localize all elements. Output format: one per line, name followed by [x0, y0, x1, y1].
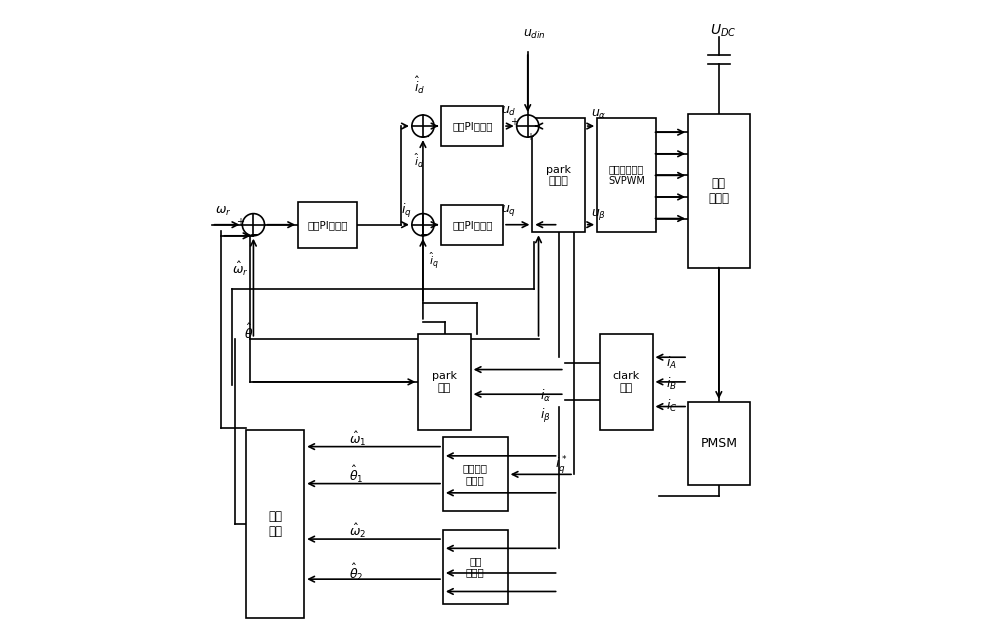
- Circle shape: [517, 115, 539, 137]
- Text: $i_\alpha$: $i_\alpha$: [540, 388, 551, 404]
- Text: $\omega_r$: $\omega_r$: [215, 205, 232, 218]
- Text: $u_\alpha$: $u_\alpha$: [591, 108, 607, 121]
- Text: $\hat{\omega}_1$: $\hat{\omega}_1$: [349, 429, 366, 448]
- FancyBboxPatch shape: [298, 202, 357, 248]
- Text: $u_{din}$: $u_{din}$: [523, 28, 546, 41]
- Text: park
逆变换: park 逆变换: [546, 165, 571, 186]
- FancyBboxPatch shape: [443, 437, 508, 511]
- Text: $i_q$: $i_q$: [401, 202, 412, 220]
- Text: $U_{DC}$: $U_{DC}$: [710, 22, 736, 39]
- Text: 脉冲宽度调制
SVPWM: 脉冲宽度调制 SVPWM: [608, 165, 645, 186]
- Text: 转速PI调节器: 转速PI调节器: [307, 220, 348, 230]
- Text: $\hat{\theta}$: $\hat{\theta}$: [244, 323, 254, 341]
- FancyBboxPatch shape: [418, 334, 471, 430]
- Text: $\hat{i}_d$: $\hat{i}_d$: [414, 75, 425, 96]
- Text: $i_\beta$: $i_\beta$: [540, 407, 551, 425]
- Text: 电流PI调节器: 电流PI调节器: [452, 121, 493, 131]
- Text: $i_B$: $i_B$: [666, 376, 677, 392]
- Text: −: −: [420, 131, 430, 144]
- Text: park
变换: park 变换: [432, 371, 457, 392]
- Circle shape: [412, 213, 434, 236]
- Text: 脉振高频
注入法: 脉振高频 注入法: [463, 463, 488, 485]
- FancyBboxPatch shape: [600, 334, 653, 430]
- Text: $\hat{\omega}_r$: $\hat{\omega}_r$: [232, 260, 248, 278]
- Text: +: +: [510, 118, 518, 128]
- Text: 滑模
观测器: 滑模 观测器: [466, 556, 485, 578]
- Circle shape: [412, 115, 434, 137]
- Text: PMSM: PMSM: [700, 437, 737, 450]
- Text: 三相
逆变器: 三相 逆变器: [708, 177, 729, 205]
- FancyBboxPatch shape: [441, 106, 503, 146]
- Text: $i_q^*$: $i_q^*$: [555, 455, 568, 476]
- FancyBboxPatch shape: [688, 402, 750, 485]
- FancyBboxPatch shape: [597, 118, 656, 233]
- Text: $\hat{\theta}_2$: $\hat{\theta}_2$: [349, 562, 363, 583]
- Text: +: +: [236, 216, 244, 226]
- Text: $\hat{i}_d$: $\hat{i}_d$: [414, 152, 424, 170]
- Text: −: −: [250, 230, 261, 243]
- Text: $u_\beta$: $u_\beta$: [591, 207, 606, 221]
- Text: $u_d$: $u_d$: [501, 104, 517, 118]
- FancyBboxPatch shape: [246, 430, 304, 618]
- Text: $i_C$: $i_C$: [666, 397, 678, 414]
- Text: 复合
控制: 复合 控制: [268, 509, 282, 537]
- Text: $\hat{\omega}_2$: $\hat{\omega}_2$: [349, 522, 366, 540]
- Text: $u_q$: $u_q$: [501, 203, 516, 218]
- Text: −: −: [420, 230, 430, 243]
- FancyBboxPatch shape: [532, 118, 585, 233]
- FancyBboxPatch shape: [688, 114, 750, 268]
- FancyBboxPatch shape: [443, 530, 508, 604]
- Text: $\hat{\theta}_1$: $\hat{\theta}_1$: [349, 463, 363, 485]
- Text: $\hat{i}_q$: $\hat{i}_q$: [429, 250, 439, 271]
- Text: +: +: [526, 132, 534, 142]
- Text: 电流PI调节器: 电流PI调节器: [452, 220, 493, 230]
- Text: $i_A$: $i_A$: [666, 355, 677, 371]
- Circle shape: [242, 213, 265, 236]
- Text: clark
变换: clark 变换: [613, 371, 640, 392]
- FancyBboxPatch shape: [441, 205, 503, 244]
